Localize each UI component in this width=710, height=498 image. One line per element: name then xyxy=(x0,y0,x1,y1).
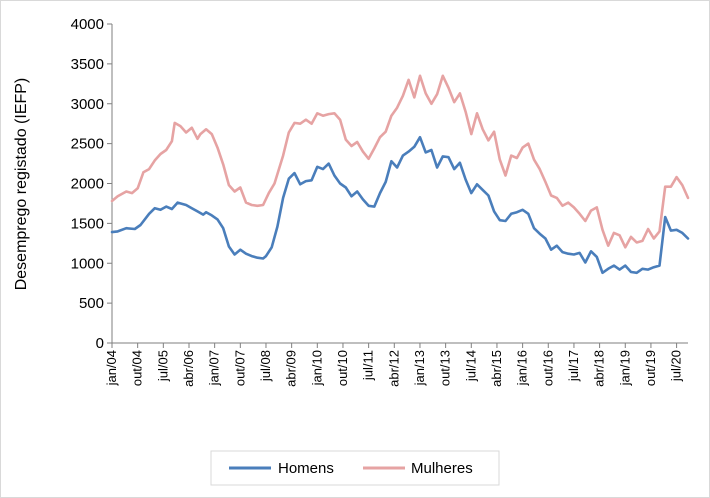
x-axis-ticks: jan/04 out/04 jul/05 abr/06 jan/07 out/07 jul/… xyxy=(104,343,684,387)
x-tick-label: jan/13 xyxy=(412,350,427,386)
x-tick-label: abr/15 xyxy=(489,350,504,387)
x-tick-label: abr/18 xyxy=(592,350,607,387)
y-tick-label: 1000 xyxy=(71,255,104,272)
x-tick-label: out/13 xyxy=(438,350,453,386)
x-tick-label: out/07 xyxy=(232,350,247,386)
y-tick-label: 0 xyxy=(96,335,104,352)
x-tick-label: out/10 xyxy=(335,350,350,386)
x-tick-label: jan/10 xyxy=(309,350,324,386)
legend-label-homens: Homens xyxy=(278,460,334,477)
x-tick-label: abr/12 xyxy=(386,350,401,387)
x-tick-label: jan/19 xyxy=(617,350,632,386)
x-tick-label: jul/08 xyxy=(258,350,273,382)
y-tick-label: 500 xyxy=(79,295,104,312)
y-tick-label: 2500 xyxy=(71,136,104,153)
x-tick-label: out/19 xyxy=(643,350,658,386)
legend-label-mulheres: Mulheres xyxy=(411,460,473,477)
y-tick-label: 3000 xyxy=(71,96,104,113)
x-tick-label: out/04 xyxy=(130,350,145,386)
x-tick-label: jul/14 xyxy=(463,350,478,382)
x-tick-label: jan/07 xyxy=(207,350,222,386)
y-tick-label: 3500 xyxy=(71,56,104,73)
x-tick-label: out/16 xyxy=(540,350,555,386)
y-tick-label: 2000 xyxy=(71,176,104,193)
x-tick-label: abr/06 xyxy=(181,350,196,387)
y-tick-label: 1500 xyxy=(71,215,104,232)
x-tick-label: jul/20 xyxy=(669,350,684,382)
legend: Homens Mulheres xyxy=(210,450,500,486)
x-tick-label: jan/16 xyxy=(515,350,530,386)
x-tick-label: jul/05 xyxy=(155,350,170,382)
x-tick-label: abr/09 xyxy=(284,350,299,387)
series-group xyxy=(110,74,690,275)
x-tick-label: jul/11 xyxy=(361,350,376,381)
x-tick-label: jul/17 xyxy=(566,350,581,382)
x-tick-label: jan/04 xyxy=(104,350,119,386)
y-axis-ticks: 0 500 1000 1500 2000 2500 3000 3500 4000 xyxy=(71,16,112,352)
series-line-mulheres xyxy=(110,74,690,249)
y-tick-label: 4000 xyxy=(71,16,104,33)
y-axis-title: Desemprego registado (IEFP) xyxy=(13,78,30,291)
series-line-homens xyxy=(110,135,690,275)
